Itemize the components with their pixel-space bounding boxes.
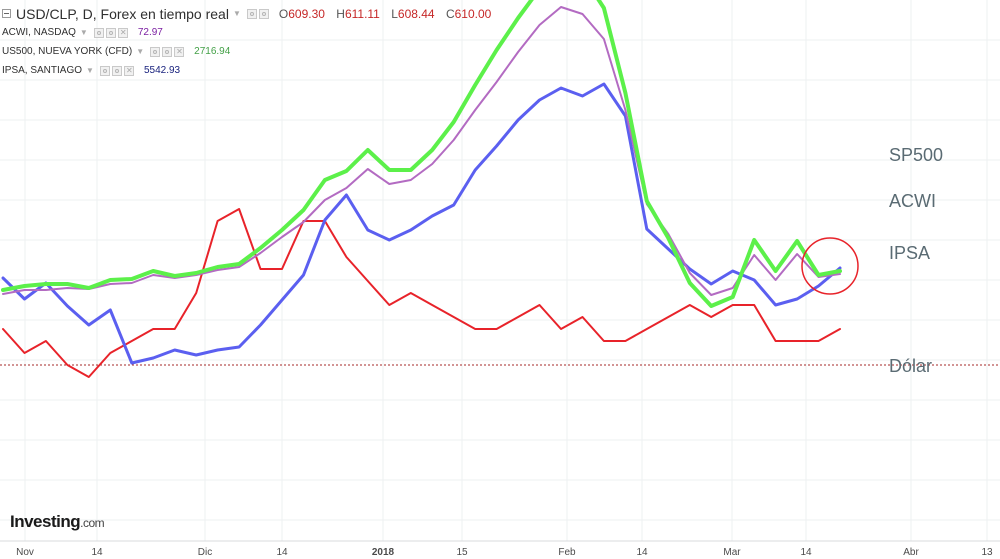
x-tick-label: 14 [636,547,648,558]
open-value: 609.30 [288,6,325,21]
legend: USD/CLP, D, Forex en tiempo real ▼ O609.… [2,4,491,80]
settings-icon[interactable] [246,8,257,19]
chart-grid [0,0,1000,541]
chevron-down-icon[interactable]: ▼ [79,28,88,37]
close-icon[interactable] [123,65,134,76]
label-acwi: ACWI [889,191,936,211]
ipsa-value: 5542.93 [143,65,181,76]
settings-icon[interactable] [99,65,110,76]
x-axis: Nov 14 Dic 14 2018 15 Feb 14 Mar 14 Abr 13 [0,540,1000,558]
x-tick-label: 13 [981,547,993,558]
us500-title: US500, NUEVA YORK (CFD) [2,46,133,57]
label-ipsa: IPSA [889,243,930,263]
settings-icon[interactable] [150,46,161,57]
label-sp500: SP500 [889,145,943,165]
logo-brand: Investing [10,512,81,531]
series-layer [1,0,842,378]
legend-row-acwi: ACWI, NASDAQ ▼ 72.97 [2,23,491,42]
series-line-acwi [2,6,841,296]
settings-icon[interactable] [93,27,104,38]
x-tick-label: Feb [558,547,576,558]
visibility-icon[interactable] [258,8,269,19]
visibility-icon[interactable] [162,46,173,57]
acwi-title: ACWI, NASDAQ [2,27,76,38]
legend-row-us500: US500, NUEVA YORK (CFD) ▼ 2716.94 [2,42,491,61]
high-label: H [336,6,345,21]
x-tick-label: 15 [456,547,468,558]
open-label: O [278,6,289,21]
main-series-title: USD/CLP, D, Forex en tiempo real [16,5,229,22]
chevron-down-icon[interactable]: ▼ [232,9,241,18]
close-icon[interactable] [174,46,185,57]
acwi-value: 72.97 [137,27,163,38]
close-label: C [445,6,455,21]
x-tick-label: Dic [198,547,212,558]
highlight-circle [801,237,859,295]
us500-value: 2716.94 [194,46,231,57]
x-tick-label: 14 [91,547,103,558]
visibility-icon[interactable] [105,27,116,38]
ipsa-title: IPSA, SANTIAGO [2,65,83,76]
chevron-down-icon[interactable]: ▼ [86,66,94,75]
legend-row-main: USD/CLP, D, Forex en tiempo real ▼ O609.… [2,4,491,23]
ohlc-values: O609.30 H611.11 L608.44 C610.00 [279,7,491,21]
logo-suffix: .com [80,516,105,530]
x-tick-label: Mar [723,547,741,558]
collapse-icon[interactable] [2,9,11,18]
high-value: 611.11 [344,6,380,21]
series-line-ipsa [1,82,842,365]
low-value: 608.44 [397,6,435,21]
x-tick-label: 14 [800,547,812,558]
series-line-sp500 [1,0,842,308]
series-line-dolar [2,208,841,378]
x-tick-label: 2018 [372,547,395,558]
chevron-down-icon[interactable]: ▼ [136,47,145,56]
x-tick-label: 14 [276,547,288,558]
investing-logo: Investing.com [10,512,105,532]
label-dolar: Dólar [889,356,932,376]
close-value: 610.00 [454,6,492,21]
low-label: L [391,6,398,21]
x-tick-label: Nov [16,547,34,558]
visibility-icon[interactable] [111,65,122,76]
x-tick-label: Abr [903,547,919,558]
close-icon[interactable] [117,27,128,38]
legend-row-ipsa: IPSA, SANTIAGO ▼ 5542.93 [2,61,491,80]
